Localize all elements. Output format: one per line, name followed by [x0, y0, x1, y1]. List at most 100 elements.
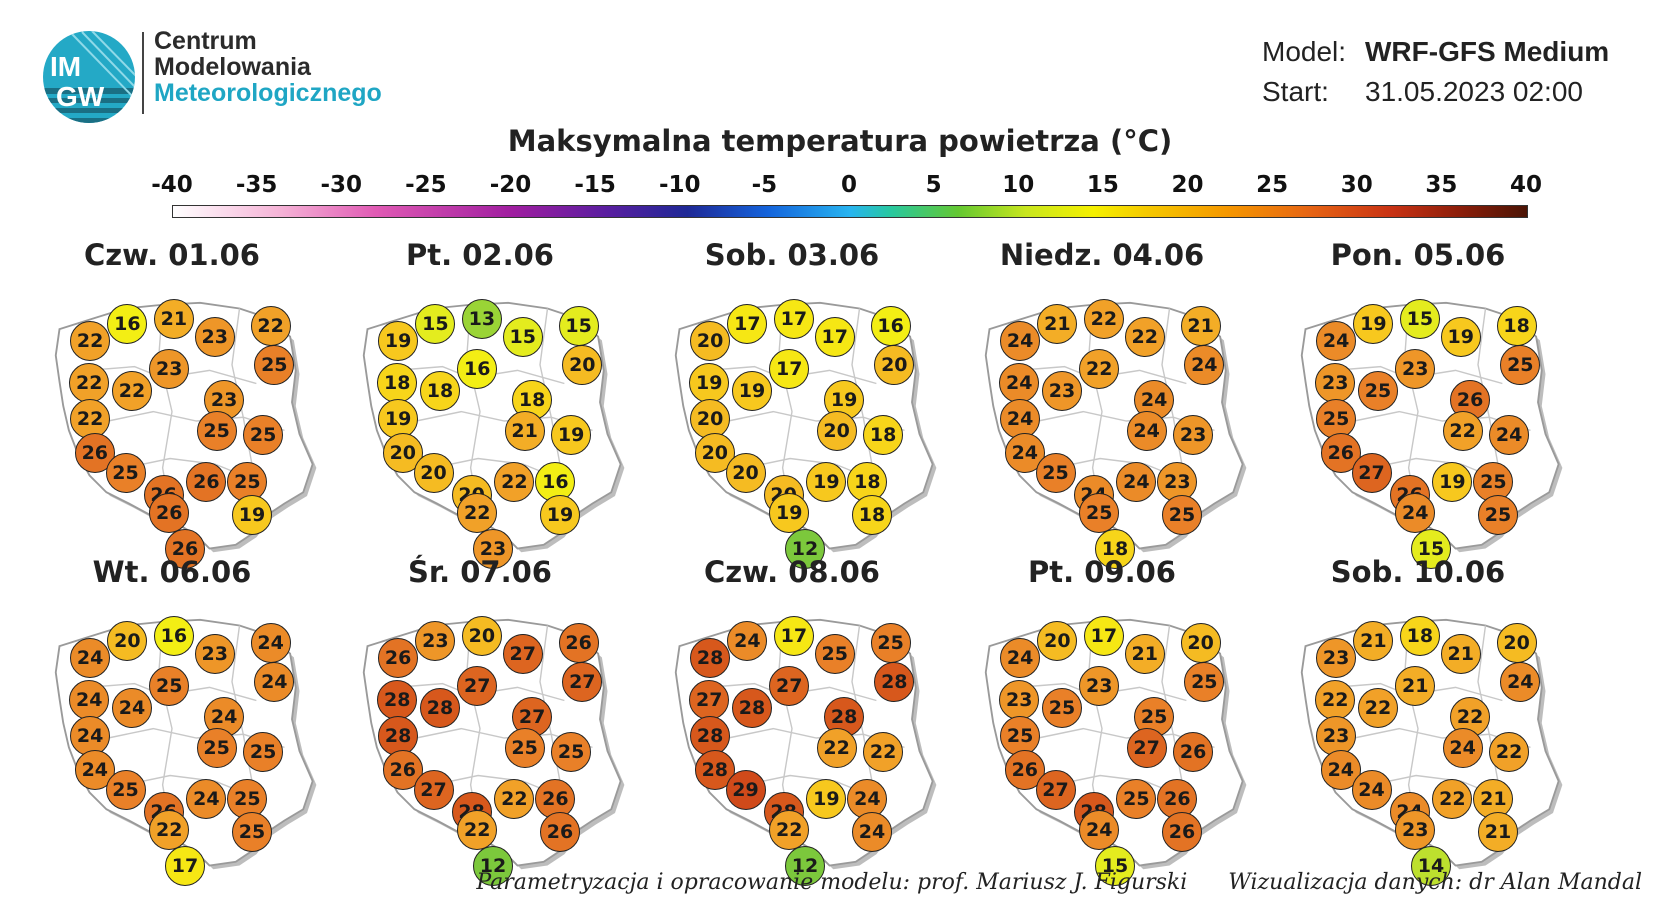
- scale-tick: -5: [751, 172, 778, 198]
- scale-tick: 25: [1256, 172, 1289, 198]
- temperature-station: 22: [863, 732, 904, 773]
- temperature-station: 24: [1489, 415, 1530, 456]
- temperature-station: 26: [1157, 778, 1198, 819]
- credits: Parametryzacja i opracowanie modelu: pro…: [476, 870, 1642, 895]
- temperature-station: 25: [243, 415, 284, 456]
- temperature-station: 15: [415, 304, 456, 345]
- forecast-day-panel: Czw. 01.06221621232222232522222623252526…: [22, 238, 322, 570]
- temperature-station: 23: [194, 634, 235, 675]
- temperature-station: 26: [186, 461, 227, 502]
- temperature-station: 24: [1000, 638, 1041, 679]
- temperature-station: 26: [539, 812, 580, 852]
- temperature-station: 18: [1496, 306, 1537, 347]
- temperature-station: 22: [1442, 411, 1483, 452]
- temperature-station: 23: [1079, 666, 1120, 706]
- temperature-station: 19: [689, 362, 730, 403]
- temperature-station: 20: [107, 621, 148, 662]
- temperature-station: 23: [1173, 415, 1214, 456]
- temperature-station: 22: [1450, 696, 1491, 737]
- temperature-station: 21: [153, 298, 194, 339]
- temperature-station: 23: [1042, 371, 1082, 412]
- scale-tick: 0: [840, 172, 858, 198]
- temperature-station: 27: [562, 662, 603, 703]
- temperature-station: 22: [457, 810, 498, 851]
- temperature-station: 21: [1124, 634, 1165, 675]
- temperature-station: 24: [1442, 728, 1483, 769]
- day-label: Niedz. 04.06: [999, 238, 1205, 272]
- temperature-station: 28: [690, 638, 731, 679]
- temperature-station: 16: [107, 304, 148, 345]
- temperature-station: 26: [74, 432, 115, 473]
- temperature-station: 28: [874, 662, 915, 703]
- temperature-station: 22: [816, 728, 857, 769]
- temperature-colorbar: [172, 205, 1528, 218]
- temperature-station: 20: [690, 321, 731, 362]
- temperature-station: 15: [502, 317, 543, 358]
- temperature-station: 25: [1000, 716, 1041, 757]
- temperature-station: 24: [1395, 493, 1436, 534]
- temperature-station: 22: [250, 306, 291, 347]
- day-label: Pon. 05.06: [1330, 238, 1506, 272]
- temperature-station: 24: [250, 623, 291, 664]
- scale-tick: 5: [925, 172, 942, 198]
- temperature-station: 24: [1316, 321, 1357, 362]
- temperature-station: 25: [1035, 453, 1076, 494]
- temperature-station: 22: [1489, 732, 1530, 773]
- temperature-station: 22: [149, 810, 190, 851]
- temperature-station: 18: [847, 461, 888, 502]
- temperature-station: 22: [1124, 317, 1165, 358]
- temperature-station: 13: [461, 298, 502, 339]
- temperature-station: 15: [1095, 846, 1136, 887]
- temperature-station: 17: [165, 846, 206, 887]
- temperature-station: 22: [457, 493, 498, 534]
- temperature-station: 23: [1316, 716, 1357, 757]
- temperature-station: 18: [1095, 529, 1136, 570]
- temperature-station: 27: [769, 666, 810, 706]
- temperature-station: 21: [1037, 304, 1078, 345]
- temperature-station: 26: [535, 778, 576, 819]
- temperature-station: 24: [1500, 662, 1541, 703]
- scale-tick: -30: [320, 172, 363, 198]
- temperature-station: 14: [1411, 846, 1452, 887]
- temperature-station: 27: [1351, 453, 1392, 494]
- temperature-station: 25: [1358, 371, 1398, 412]
- forecast-day-panel: Śr. 07.062623202726282727282826272725282…: [330, 555, 630, 887]
- temperature-station: 18: [377, 362, 418, 403]
- temperature-station: 27: [689, 679, 730, 720]
- scale-tick: 40: [1509, 172, 1543, 198]
- temperature-station: 17: [814, 317, 855, 358]
- temperature-station: 27: [1035, 770, 1076, 811]
- temperature-station: 26: [1173, 732, 1214, 773]
- temperature-station: 24: [69, 679, 110, 720]
- temperature-station: 18: [420, 371, 460, 412]
- scale-tick: -20: [489, 172, 532, 198]
- scale-tick: 20: [1171, 172, 1204, 198]
- temperature-station: 15: [558, 306, 599, 347]
- temperature-station: 21: [1473, 778, 1514, 819]
- imgw-logo: IM GW Centrum Modelowania Meteorologiczn…: [42, 24, 442, 123]
- temperature-station: 20: [874, 345, 915, 386]
- temperature-station: 19: [1353, 304, 1394, 345]
- forecast-day-panel: Sob. 03.06 20 17 17 17 16 19 17 20 20 19 20 19 20 18 20…: [642, 238, 942, 570]
- temperature-station: 22: [769, 810, 810, 851]
- temperature-station: 23: [194, 317, 235, 358]
- temperature-station: 25: [105, 770, 146, 811]
- temperature-station: 17: [1083, 615, 1124, 656]
- temperature-station: 23: [1395, 349, 1436, 389]
- temperature-station: 25: [814, 634, 855, 675]
- temperature-station: 17: [769, 349, 810, 389]
- temperature-station: 19: [806, 461, 847, 502]
- temperature-station: 15: [1399, 298, 1440, 339]
- temperature-station: 18: [1399, 615, 1440, 656]
- temperature-station: 23: [999, 679, 1040, 720]
- temperature-station: 18: [863, 415, 904, 456]
- day-label: Wt. 06.06: [92, 555, 252, 589]
- logo-badge-bottom: GW: [56, 81, 105, 112]
- logo-text: Centrum Modelowania Meteorologicznego: [154, 28, 382, 106]
- temperature-station: 23: [149, 349, 190, 389]
- temperature-station: 19: [539, 495, 580, 535]
- temperature-station: 22: [1358, 688, 1398, 729]
- temperature-station: 16: [535, 461, 576, 502]
- scale-ticks: -40 -35 -30 -25 -20 -15 -10 -5 0 5 10 15 20 25 30 35 40: [151, 172, 1542, 204]
- temperature-station: 25: [1500, 345, 1541, 386]
